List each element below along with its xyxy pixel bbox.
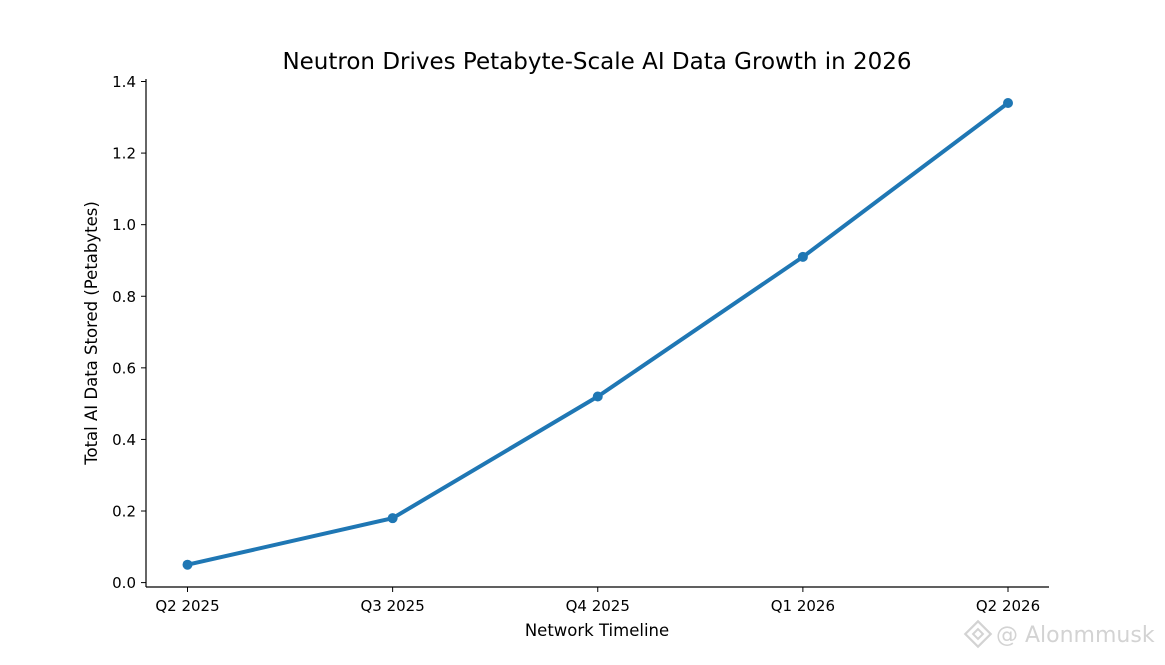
y-axis-ticks: 0.0 0.2 0.4 0.6 0.8 1.0 1.2 1.4	[112, 73, 146, 592]
watermark: @ Alonmmusk	[963, 619, 1155, 649]
x-tick-label: Q1 2026	[771, 597, 835, 615]
x-tick-label: Q4 2025	[566, 597, 630, 615]
x-axis-ticks: Q2 2025 Q3 2025 Q4 2025 Q1 2026 Q2 2026	[155, 587, 1040, 615]
x-tick-label: Q3 2025	[360, 597, 424, 615]
series-points	[182, 97, 1013, 570]
chart-title: Neutron Drives Petabyte-Scale AI Data Gr…	[282, 49, 911, 75]
y-tick-label: 0.4	[112, 431, 136, 449]
y-tick-label: 0.6	[112, 359, 136, 377]
binance-logo-icon	[963, 619, 993, 649]
x-tick-label: Q2 2026	[976, 597, 1040, 615]
y-tick-label: 1.4	[112, 73, 136, 91]
y-tick-label: 1.0	[112, 216, 136, 234]
data-point	[592, 391, 603, 402]
y-tick-label: 0.8	[112, 288, 136, 306]
x-tick-label: Q2 2025	[155, 597, 219, 615]
data-point	[387, 513, 398, 524]
x-axis-label: Network Timeline	[525, 621, 669, 640]
y-tick-label: 1.2	[112, 145, 136, 163]
y-tick-label: 0.0	[112, 574, 136, 592]
data-point	[797, 251, 808, 262]
y-axis-label: Total AI Data Stored (Petabytes)	[82, 201, 101, 466]
data-point	[182, 559, 193, 570]
watermark-text: @ Alonmmusk	[996, 623, 1155, 648]
data-point	[1003, 97, 1013, 108]
series-line	[185, 101, 1010, 567]
y-tick-label: 0.2	[112, 503, 136, 521]
